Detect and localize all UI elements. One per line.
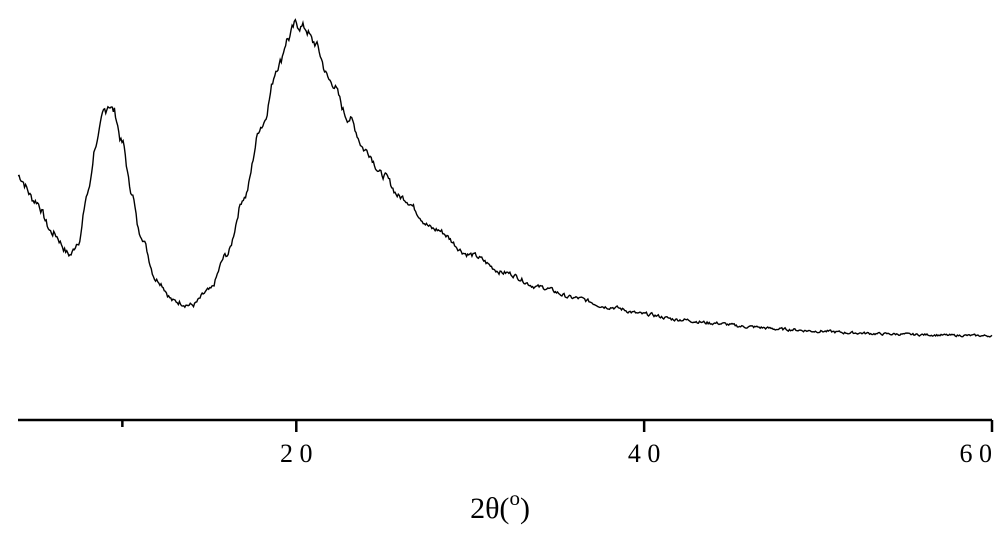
chart-container: 2 0 4 0 6 0 2θ(o) bbox=[0, 0, 1000, 547]
x-tick-label: 2 0 bbox=[280, 439, 313, 468]
xrd-trace bbox=[18, 20, 992, 337]
x-axis-label: 2θ(o) bbox=[0, 488, 1000, 526]
x-tick-label: 4 0 bbox=[628, 439, 661, 468]
xrd-chart: 2 0 4 0 6 0 bbox=[0, 0, 1000, 547]
x-tick-label: 6 0 bbox=[960, 439, 993, 468]
xlabel-prefix: 2θ( bbox=[470, 492, 509, 525]
xlabel-suffix: ) bbox=[520, 492, 530, 525]
xlabel-degree: o bbox=[509, 486, 520, 510]
